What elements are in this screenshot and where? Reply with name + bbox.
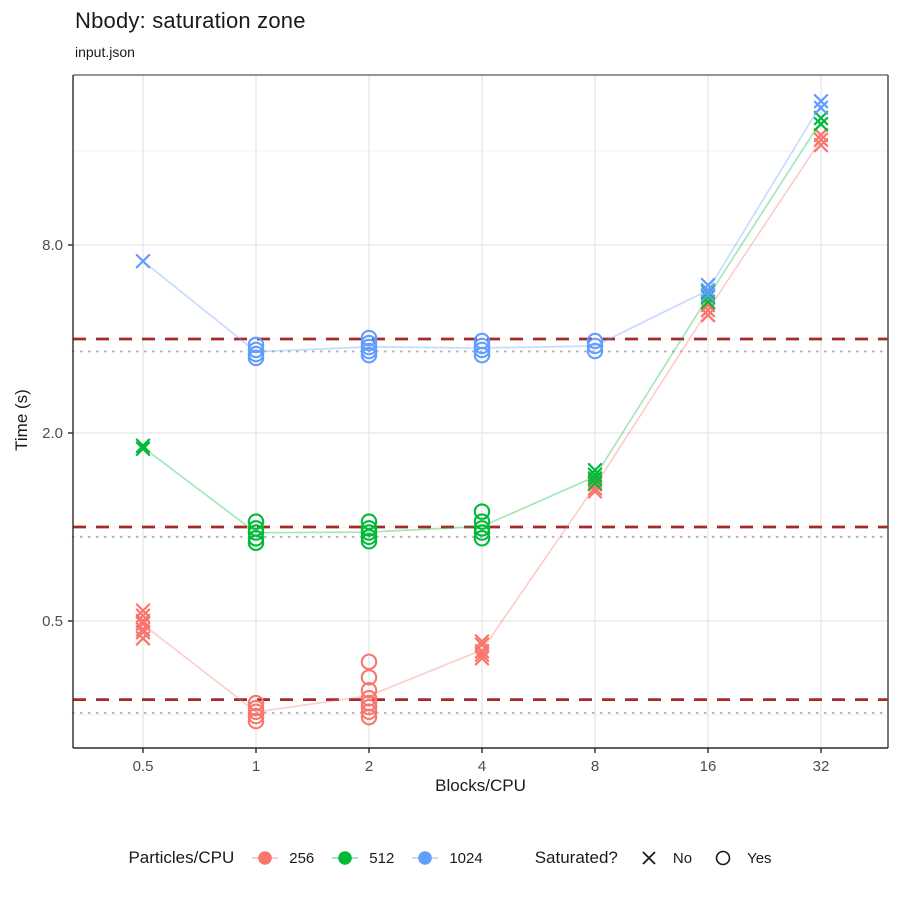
data-point-circle-256 [360, 653, 378, 671]
filled-circle-icon [332, 851, 359, 865]
data-point-circle-1024 [360, 329, 378, 347]
legend: Particles/CPU 256 512 1024 Saturated? [0, 838, 900, 878]
data-point-x-512 [813, 110, 829, 126]
shape-legend-title: Saturated? [534, 848, 618, 867]
plot-panel: 0.5 1 2 4 8 16 32 0.5 2.0 8.0 [42, 74, 890, 775]
data-point-x-256 [813, 137, 829, 153]
data-point-circle-1024 [247, 341, 265, 359]
data-point-circle-512 [473, 530, 491, 547]
x-mark-icon [642, 851, 656, 865]
legend-item-512: 512 [330, 845, 394, 871]
data-point-x-512 [587, 476, 603, 491]
data-point-circle-256 [247, 707, 265, 725]
data-point-x-512 [813, 116, 829, 132]
data-point-circle-512 [473, 513, 491, 530]
data-point-circle-1024 [586, 342, 604, 360]
data-point-x-256 [135, 603, 151, 618]
data-point-circle-1024 [586, 337, 604, 355]
key-dot [338, 851, 353, 865]
data-point-x-256 [135, 625, 151, 640]
data-point-circle-1024 [586, 332, 604, 350]
data-point-x-1024 [700, 287, 716, 303]
chart-title: Nbody: saturation zone [75, 8, 306, 33]
x-tick-label: 4 [478, 758, 486, 775]
key-dot [258, 851, 273, 865]
legend-label: No [672, 849, 693, 867]
series-key-icon [410, 845, 440, 871]
data-point-circle-512 [473, 524, 491, 541]
x-tick-label: 16 [700, 758, 717, 775]
data-point-circle-256 [360, 669, 378, 686]
legend-label: Yes [747, 849, 772, 867]
data-point-x-256 [474, 650, 490, 666]
x-tick-label: 32 [813, 758, 830, 775]
data-point-circle-512 [247, 513, 265, 530]
panel-background [73, 75, 888, 748]
shape-key-icon [708, 845, 738, 871]
data-point-circle-256 [360, 708, 378, 726]
data-point-x-256 [700, 307, 716, 323]
data-point-circle-512 [247, 534, 265, 552]
legend-label: 256 [289, 849, 315, 867]
data-point-circle-256 [360, 698, 378, 716]
data-point-circle-512 [473, 520, 491, 537]
data-point-circle-512 [360, 520, 378, 537]
data-point-x-256 [587, 481, 603, 496]
data-point-circle-1024 [360, 346, 378, 364]
data-point-circle-1024 [247, 336, 265, 354]
data-point-circle-256 [247, 703, 265, 721]
data-point-x-512 [587, 471, 603, 486]
open-circle-icon [715, 850, 731, 866]
data-point-circle-512 [360, 533, 378, 550]
y-tick-label: 2.0 [42, 425, 63, 442]
x-axis-title: Blocks/CPU [435, 776, 526, 795]
chart-subtitle: input.json [75, 44, 135, 60]
y-tick-label: 0.5 [42, 613, 63, 630]
data-point-x-512 [135, 441, 151, 457]
data-point-circle-256 [247, 694, 265, 712]
shape-key-icon [634, 845, 664, 871]
data-point-circle-256 [360, 703, 378, 721]
data-point-circle-512 [360, 528, 378, 546]
filled-circle-icon [412, 851, 439, 865]
data-point-circle-512 [247, 530, 265, 547]
data-point-x-256 [474, 647, 490, 662]
legend-item-256: 256 [250, 845, 314, 871]
x-tick-label: 0.5 [133, 758, 154, 775]
data-point-circle-512 [473, 503, 491, 520]
data-point-x-256 [813, 127, 829, 143]
data-point-x-256 [474, 637, 490, 652]
data-point-x-256 [813, 132, 829, 147]
y-tick-label: 8.0 [42, 237, 63, 254]
x-tick-label: 8 [591, 758, 599, 775]
x-tick-label: 2 [365, 758, 373, 775]
data-point-circle-512 [247, 524, 265, 541]
data-point-x-1024 [813, 93, 829, 109]
legend-item-yes: Yes [708, 845, 772, 871]
data-point-x-512 [135, 438, 151, 454]
series-key-icon [330, 845, 360, 871]
data-point-circle-256 [247, 712, 265, 730]
data-point-x-1024 [813, 100, 829, 116]
legend-item-no: No [634, 845, 692, 871]
data-point-circle-512 [360, 524, 378, 541]
legend-label: 1024 [449, 849, 483, 867]
data-point-circle-1024 [473, 346, 491, 364]
filled-circle-icon [252, 851, 279, 865]
data-point-circle-1024 [360, 342, 378, 360]
data-point-x-1024 [700, 282, 716, 298]
data-point-circle-1024 [473, 341, 491, 359]
legend-label: 512 [369, 849, 395, 867]
data-point-x-1024 [135, 253, 151, 269]
x-tick-label: 1 [252, 758, 260, 775]
data-point-x-256 [135, 631, 151, 646]
data-point-circle-1024 [247, 349, 265, 367]
color-legend-title: Particles/CPU [128, 848, 235, 867]
y-axis-title: Time (s) [12, 389, 31, 451]
data-point-circle-256 [360, 682, 378, 699]
key-dot [418, 851, 433, 865]
legend-item-1024: 1024 [410, 845, 483, 871]
series-key-icon [250, 845, 280, 871]
data-point-x-1024 [700, 277, 716, 293]
